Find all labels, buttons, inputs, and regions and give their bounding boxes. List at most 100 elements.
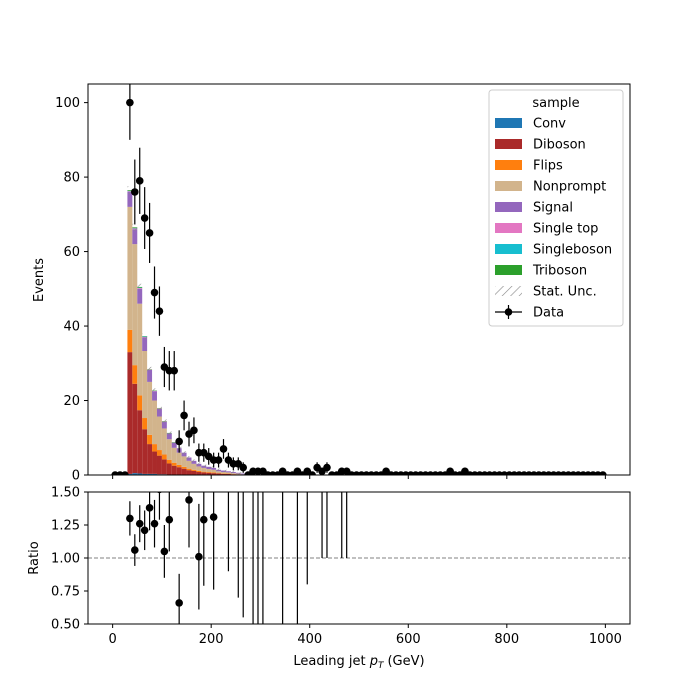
ratio-point-22 (294, 383, 302, 391)
bar-flips-4 (147, 434, 153, 445)
data-point-26 (239, 463, 248, 472)
bar-flips-10 (176, 464, 182, 468)
bar-diboson-14 (196, 472, 202, 475)
bar-nonprompt-1 (132, 244, 138, 366)
data-point-4 (131, 188, 139, 196)
bar-flips-12 (186, 468, 192, 471)
legend-item-singleboson: Singleboson (495, 243, 612, 258)
main-y-axis-label: Events (32, 258, 47, 302)
stat-unc-band-8 (166, 431, 172, 435)
bar-nonprompt-5 (152, 400, 157, 445)
data-point-43 (323, 463, 331, 472)
stat-unc-band-19 (221, 469, 226, 473)
ratio-point-18 (249, 449, 257, 457)
main-y-ticks: 0 20 40 60 80 100 (55, 96, 88, 484)
bar-signal-2 (137, 288, 143, 304)
ratio-xtick-label-4: 800 (494, 632, 519, 647)
bar-nonprompt-12 (186, 460, 192, 469)
stat-unc-band-17 (211, 466, 217, 470)
legend-swatch (495, 202, 522, 212)
main-ytick-label-5: 100 (55, 96, 80, 111)
bar-flips-7 (161, 454, 167, 460)
data-point-13 (175, 437, 183, 446)
legend-item-conv: Conv (495, 117, 566, 132)
stat-unc-band-22 (235, 471, 241, 475)
bar-diboson-0 (127, 352, 133, 474)
legend-swatch (495, 265, 522, 275)
bar-diboson-11 (181, 468, 187, 475)
legend-swatch (495, 139, 522, 149)
bar-flips-11 (181, 466, 187, 469)
legend-item-single-top: Single top (495, 222, 598, 237)
ratio-point-23 (303, 449, 311, 457)
bar-nonprompt-3 (142, 350, 148, 419)
legend-label: Data (533, 306, 564, 321)
bar-signal-0 (127, 191, 133, 207)
ratio-ytick-label-0: 0.50 (51, 618, 80, 633)
legend-swatch (495, 160, 522, 170)
ratio-point-14 (220, 356, 228, 364)
legend-label: Triboson (532, 264, 587, 279)
stat-unc-band-11 (181, 451, 187, 455)
legend-item-triboson: Triboson (495, 264, 587, 279)
stat-unc-band-23 (240, 472, 246, 475)
ratio-y-axis-label: Ratio (27, 541, 42, 574)
ratio-point-19 (254, 396, 262, 404)
bar-flips-2 (137, 395, 143, 411)
bar-signal-5 (152, 391, 157, 401)
main-x-ticks (112, 475, 606, 479)
bar-flips-3 (142, 418, 148, 430)
legend-label: Flips (533, 159, 563, 174)
stat-unc-band-21 (230, 470, 236, 474)
ratio-ytick-label-3: 1.25 (51, 519, 80, 534)
bar-nonprompt-13 (191, 463, 197, 470)
ratio-point-21 (279, 435, 287, 443)
ratio-xtick-label-5: 1000 (589, 632, 622, 647)
ratio-x-ticks: 0 200 400 600 800 1000 (108, 624, 622, 647)
legend-item-flips: Flips (495, 159, 563, 174)
ratio-point-7 (160, 547, 169, 556)
stat-unc-band-18 (216, 468, 222, 472)
bar-conv-2 (137, 473, 143, 475)
legend-item-data: Data (495, 305, 564, 321)
legend-title: sample (532, 96, 579, 111)
legend-swatch (495, 286, 522, 296)
legend-data-marker (504, 308, 513, 316)
legend-swatch (495, 244, 522, 254)
bar-flips-6 (156, 450, 162, 456)
main-ytick-label-0: 0 (72, 469, 80, 484)
bar-nonprompt-15 (201, 467, 207, 472)
stat-unc-band-4 (147, 366, 153, 372)
bar-diboson-16 (206, 472, 212, 475)
bar-diboson-13 (191, 470, 197, 475)
data-point-9 (155, 307, 164, 315)
stacked-histogram (127, 186, 246, 475)
bar-nonprompt-6 (156, 416, 162, 451)
bar-diboson-18 (216, 473, 222, 475)
bar-signal-11 (181, 452, 187, 457)
ratio-point-20 (259, 356, 267, 364)
stat-unc-band-20 (225, 469, 231, 473)
legend-swatch (495, 118, 522, 128)
legend-swatch (495, 181, 522, 191)
ratio-point-0 (126, 514, 134, 523)
data-points (111, 84, 607, 475)
ratio-point-17 (239, 422, 247, 430)
ratio-ytick-label-1: 0.75 (51, 585, 80, 600)
x-axis-label-unit: (GeV) (387, 654, 424, 669)
stat-unc-band-5 (152, 388, 157, 393)
ratio-point-13 (209, 513, 218, 521)
ratio-point-24 (318, 449, 326, 457)
bar-signal-13 (191, 460, 197, 464)
ratio-point-27 (343, 435, 351, 443)
bar-conv-5 (152, 473, 157, 475)
data-point-2 (121, 471, 129, 475)
ratio-ytick-label-2: 1.00 (51, 552, 80, 567)
bar-conv-3 (142, 473, 148, 475)
ratio-xtick-label-2: 400 (297, 632, 322, 647)
ratio-panel: 0.500.751.001.251.50 0 200 400 600 800 1000 R… (27, 356, 631, 671)
ratio-point-8 (165, 515, 174, 524)
ratio-point-11 (195, 552, 203, 561)
main-panel: 0 20 40 60 80 100 Events (32, 83, 631, 484)
